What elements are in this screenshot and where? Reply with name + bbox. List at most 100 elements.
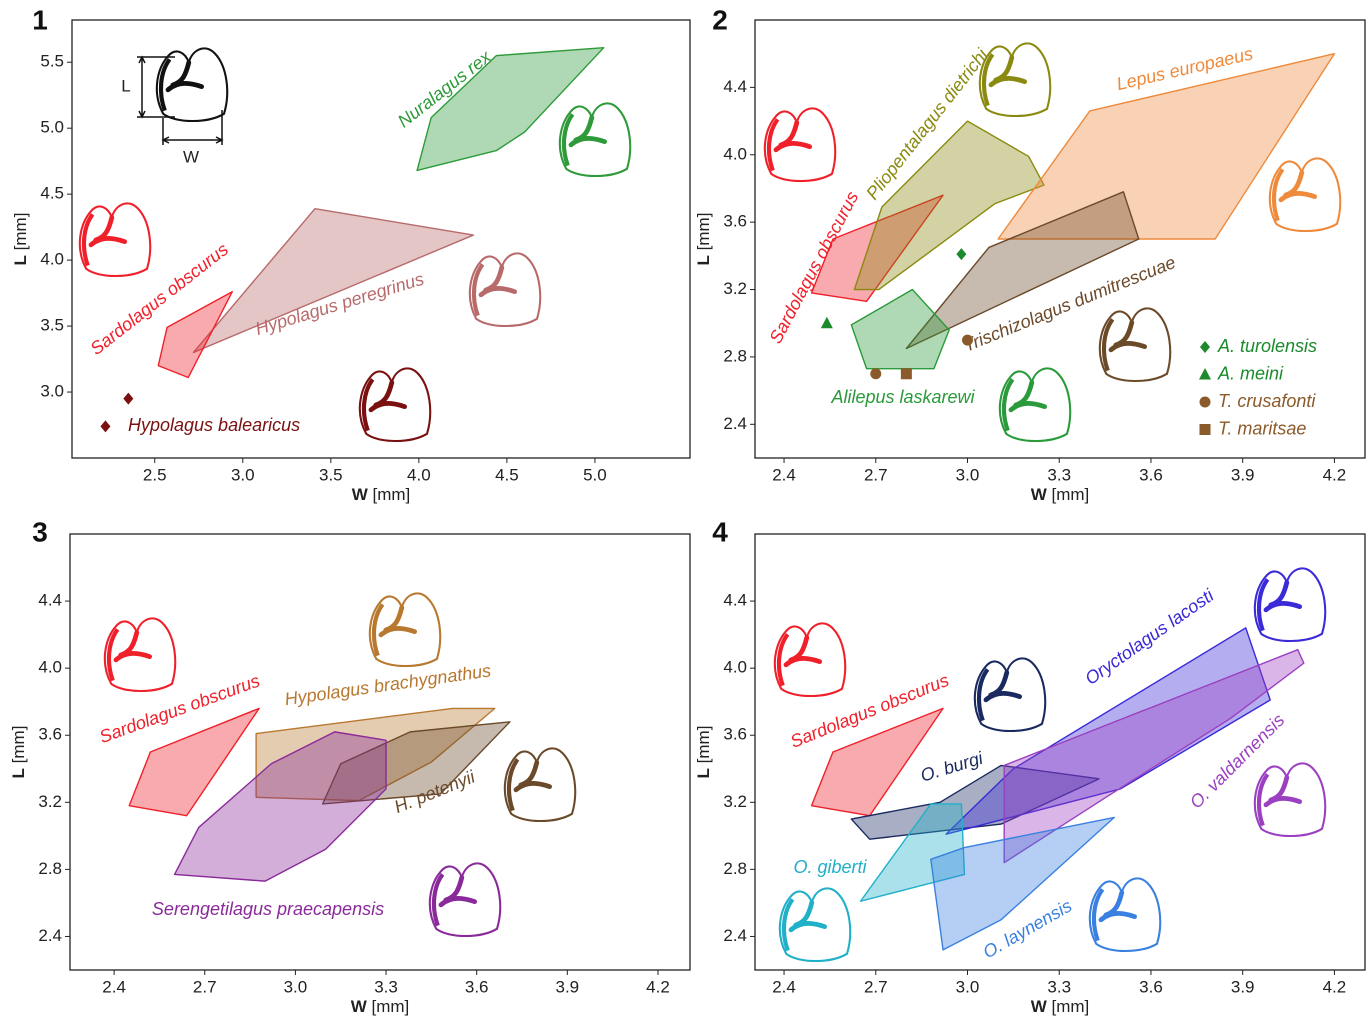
x-tick-label: 3.6 [1139, 465, 1163, 484]
y-axis-label: L [mm] [694, 213, 713, 266]
axis-variable: L [694, 255, 713, 265]
y-tick-label: 4.4 [723, 591, 747, 610]
marker [956, 248, 966, 260]
x-tick-label: 3.3 [1047, 465, 1071, 484]
marker [100, 420, 110, 432]
y-tick-label: 2.8 [723, 346, 747, 365]
y-tick-label: 3.6 [723, 212, 747, 231]
x-tick-label: 3.9 [1231, 977, 1255, 996]
y-axis-label: L [mm] [11, 213, 30, 266]
axis-variable: W [1031, 485, 1048, 504]
y-tick-label: 4.5 [40, 184, 64, 203]
marker [821, 317, 833, 329]
axis-unit: [mm] [9, 726, 28, 764]
series-label: Hypolagus brachygnathus [283, 660, 492, 709]
legend-label: T. crusafonti [1218, 391, 1316, 411]
series-label: Alilepus laskarewi [830, 387, 975, 407]
inset-label: L [121, 76, 130, 95]
axis-variable: L [9, 768, 28, 778]
x-tick-label: 3.0 [956, 465, 980, 484]
y-tick-label: 2.4 [38, 926, 62, 945]
legend-label: T. maritsae [1218, 418, 1306, 438]
x-tick-label: 3.3 [374, 977, 398, 996]
y-tick-label: 3.6 [38, 725, 62, 744]
x-tick-label: 2.5 [143, 465, 167, 484]
x-tick-label: 2.7 [193, 977, 217, 996]
x-tick-label: 2.4 [102, 977, 126, 996]
axis-variable: W [1031, 997, 1048, 1016]
marker [962, 335, 973, 346]
x-tick-label: 3.0 [284, 977, 308, 996]
y-tick-label: 5.5 [40, 52, 64, 71]
axis-variable: L [11, 255, 30, 265]
x-tick-label: 2.4 [772, 977, 796, 996]
x-tick-label: 2.7 [864, 977, 888, 996]
y-tick-label: 2.4 [723, 926, 747, 945]
x-tick-label: 3.6 [465, 977, 489, 996]
x-tick-label: 4.0 [407, 465, 431, 484]
x-tick-label: 4.2 [1323, 977, 1347, 996]
x-axis-label: W [mm] [1031, 997, 1090, 1016]
axis-unit: [mm] [694, 726, 713, 764]
y-axis-label: L [mm] [694, 726, 713, 779]
y-tick-label: 4.0 [723, 658, 747, 677]
x-tick-label: 5.0 [583, 465, 607, 484]
axis-variable: L [694, 768, 713, 778]
y-tick-label: 4.0 [38, 658, 62, 677]
legend-marker [1200, 424, 1211, 435]
y-tick-label: 2.4 [723, 414, 747, 433]
x-tick-label: 4.2 [646, 977, 670, 996]
x-tick-label: 3.0 [231, 465, 255, 484]
axis-variable: W [351, 997, 368, 1016]
axis-unit: [mm] [694, 213, 713, 251]
inset-label: W [183, 147, 199, 166]
marker [901, 368, 912, 379]
x-tick-label: 3.9 [556, 977, 580, 996]
panel-number: 4 [712, 516, 728, 547]
y-tick-label: 4.0 [40, 250, 64, 269]
y-tick-label: 3.5 [40, 316, 64, 335]
marker [123, 393, 133, 405]
x-tick-label: 4.5 [495, 465, 519, 484]
x-axis-label: W [mm] [351, 997, 410, 1016]
x-tick-label: 3.6 [1139, 977, 1163, 996]
panel: 1 L W 2.5 3.0 3.5 4.0 4.5 5.0 3.0 3.5 4.0 4.5 5.0 5.5 W… [11, 4, 690, 504]
y-tick-label: 4.0 [723, 144, 747, 163]
panel: 32.42.73.03.33.63.94.22.42.83.23.64.04.4… [9, 516, 690, 1016]
x-axis-label: W [mm] [1031, 485, 1090, 504]
x-tick-label: 3.9 [1231, 465, 1255, 484]
y-tick-label: 4.4 [38, 591, 62, 610]
marker [870, 368, 881, 379]
y-tick-label: 2.8 [723, 859, 747, 878]
series-label: Hypolagus balearicus [128, 415, 300, 435]
y-tick-label: 5.0 [40, 118, 64, 137]
range-polygon [193, 209, 473, 353]
y-tick-label: 4.4 [723, 77, 747, 96]
y-axis-label: L [mm] [9, 726, 28, 779]
axis-variable: W [352, 485, 369, 504]
y-tick-label: 3.2 [723, 279, 747, 298]
legend-marker [1199, 368, 1211, 380]
axis-unit: [mm] [373, 485, 411, 504]
legend-label: A. meini [1217, 363, 1284, 383]
axis-unit: [mm] [1052, 997, 1090, 1016]
axis-unit: [mm] [1052, 485, 1090, 504]
legend-label: A. turolensis [1217, 336, 1317, 356]
axis-unit: [mm] [11, 213, 30, 251]
legend-marker [1200, 341, 1210, 353]
figure: 1 L W 2.5 3.0 3.5 4.0 4.5 5.0 3.0 3.5 4.0 4.5 5.0 5.5 W… [0, 0, 1371, 1023]
panel: 22.42.73.03.33.63.94.22.42.83.23.64.04.4… [694, 4, 1365, 504]
panel-number: 3 [32, 516, 48, 547]
x-tick-label: 3.3 [1047, 977, 1071, 996]
y-tick-label: 3.0 [40, 382, 64, 401]
axis-unit: [mm] [372, 997, 410, 1016]
x-tick-label: 2.4 [772, 465, 796, 484]
series-label: O. giberti [793, 857, 867, 877]
x-tick-label: 3.5 [319, 465, 343, 484]
panel-number: 1 [32, 4, 48, 35]
y-tick-label: 3.2 [38, 792, 62, 811]
legend-marker [1200, 397, 1211, 408]
x-axis-label: W [mm] [352, 485, 411, 504]
y-tick-label: 3.2 [723, 792, 747, 811]
